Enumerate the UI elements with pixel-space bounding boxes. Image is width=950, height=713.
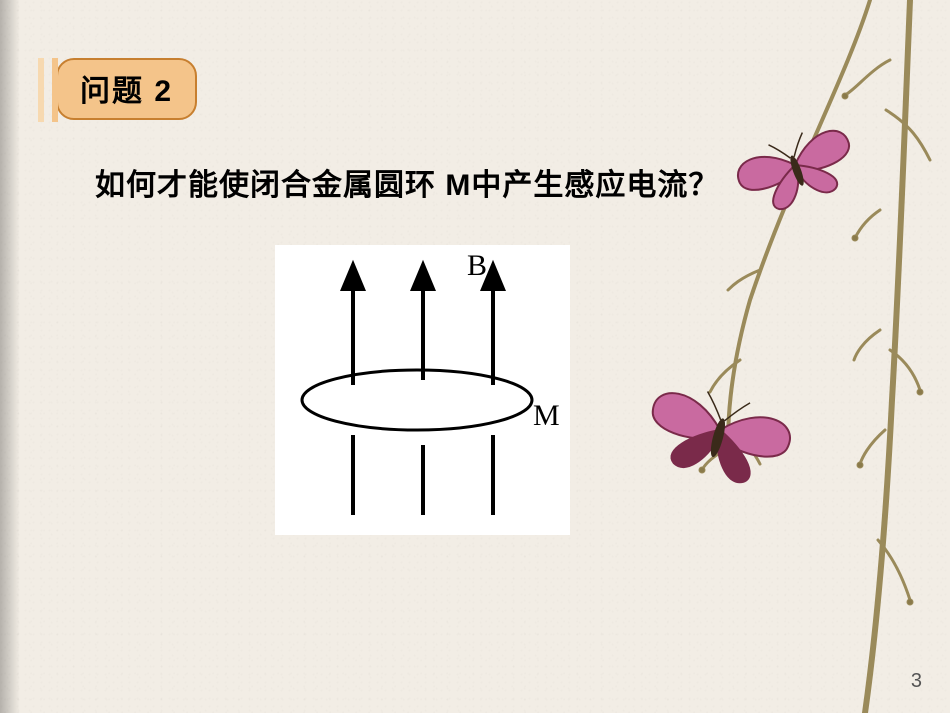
branch-decoration (610, 0, 950, 713)
ring-ellipse (302, 370, 532, 430)
branch-strokes (699, 0, 930, 713)
field-arrows-top (343, 265, 503, 385)
left-edge-shadow (0, 0, 20, 713)
question-badge-container: 问题 2 (38, 58, 197, 120)
butterfly-upper (731, 119, 863, 220)
physics-diagram: B M (275, 245, 570, 535)
question-badge: 问题 2 (56, 58, 197, 120)
field-lines-bottom (353, 435, 493, 515)
label-M: M (533, 399, 560, 432)
question-text: 如何才能使闭合金属圆环 M中产生感应电流？ (95, 160, 719, 204)
label-B: B (467, 249, 487, 282)
badge-accent-bars (38, 58, 58, 122)
butterfly-lower (640, 379, 796, 492)
page-number: 3 (911, 670, 922, 693)
